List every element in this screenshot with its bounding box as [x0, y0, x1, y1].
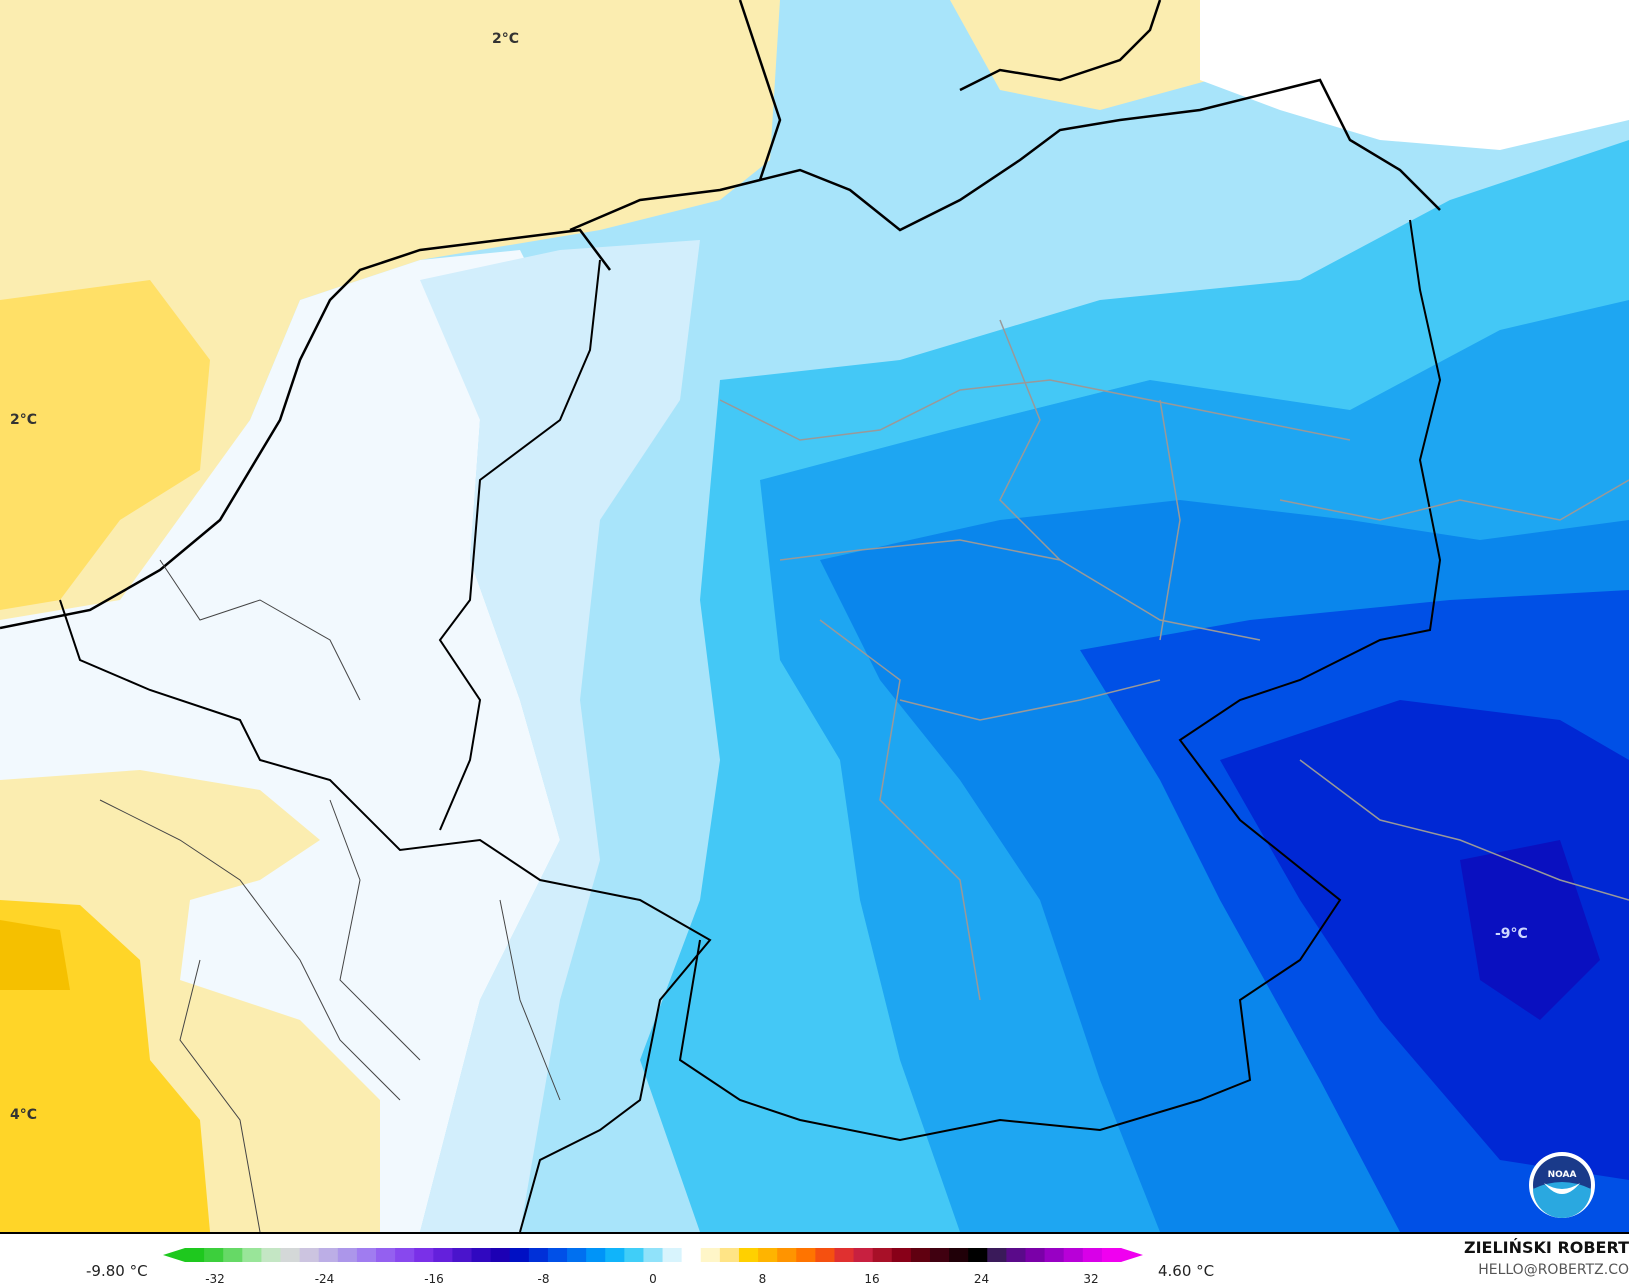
country-border	[59, 219, 1442, 1232]
colorbar-segment	[605, 1248, 625, 1262]
colorbar-segment	[929, 1248, 950, 1262]
colorbar-segment	[242, 1248, 262, 1262]
colorbar-segment	[700, 1248, 721, 1262]
colorbar-segment	[567, 1248, 587, 1262]
colorbar-segment	[337, 1248, 358, 1262]
colorbar-tick: -32	[205, 1272, 225, 1286]
colorbar-tick: 8	[758, 1272, 767, 1286]
coldest-zone	[1220, 700, 1629, 1180]
colorbar-segment	[777, 1248, 797, 1262]
colorbar-segment	[662, 1248, 683, 1262]
colorbar-segment	[547, 1248, 568, 1262]
max-value: 4.60 °C	[1158, 1262, 1215, 1280]
colorbar-segment	[758, 1248, 778, 1262]
colorbar-segment	[299, 1248, 320, 1262]
colorbar-segment	[949, 1248, 969, 1262]
label-southwest: 4°C	[10, 1107, 37, 1123]
colorbar-segment	[815, 1248, 835, 1262]
colorbar-tick: 24	[973, 1272, 990, 1286]
colorbar-segment	[204, 1248, 224, 1262]
noaa-logo-text: NOAA	[1548, 1170, 1577, 1180]
label-north-sea: 2°C	[492, 31, 519, 47]
label-southeast: -9°C	[1495, 926, 1528, 942]
cool-zone-center	[420, 240, 700, 1232]
colorbar-segment	[968, 1248, 988, 1262]
colorbar-segment	[471, 1248, 492, 1262]
colorbar-segment	[280, 1248, 301, 1262]
colorbar-segment	[452, 1248, 473, 1262]
label-west-coast: 2°C	[10, 412, 37, 428]
colorbar-segment	[318, 1248, 339, 1262]
colorbar-tick: -8	[537, 1272, 550, 1286]
colorbar-segment	[796, 1248, 816, 1262]
colorbar-segment	[376, 1248, 396, 1262]
region-borders	[719, 319, 1629, 1001]
colorbar-segment	[834, 1248, 855, 1262]
warm-core-southwest-2	[0, 920, 70, 990]
colorbar-segment	[490, 1248, 511, 1262]
colorbar-segment	[624, 1248, 644, 1262]
colorbar-segment	[356, 1248, 377, 1262]
colorbar-tick: -16	[424, 1272, 444, 1286]
author-credit: ZIELIŃSKI ROBERT	[1463, 1238, 1629, 1257]
colorbar-segment	[528, 1248, 549, 1262]
colorbar-segment	[395, 1248, 415, 1262]
color-legend: -9.80 °C 4.60 °C -32 -24 -16 -8 0 8 16 24 32 ZIE…	[0, 1234, 1629, 1287]
colorbar-segment	[891, 1248, 912, 1262]
admin-borders-west	[99, 559, 561, 1232]
colorbar-segment	[1082, 1248, 1103, 1262]
colorbar-segment	[509, 1248, 530, 1262]
colorbar-segment	[433, 1248, 453, 1262]
colorbar-segment	[910, 1248, 931, 1262]
colorbar	[163, 1248, 1143, 1262]
colorbar-segment	[1101, 1248, 1122, 1262]
warm-core-west	[0, 280, 210, 610]
colorbar-tick: -24	[314, 1272, 335, 1286]
colorbar-segment	[1006, 1248, 1026, 1262]
temperature-map: 2°C 2°C 4°C -9°C NOAA	[0, 0, 1629, 1234]
colorbar-tick: 0	[649, 1272, 657, 1286]
colorbar-segment	[586, 1248, 606, 1262]
colorbar-segment	[1044, 1248, 1065, 1262]
min-value: -9.80 °C	[86, 1262, 148, 1280]
noaa-logo: NOAA	[1529, 1152, 1595, 1218]
colorbar-segment	[223, 1248, 243, 1262]
colorbar-segment	[681, 1248, 702, 1262]
colorbar-min-arrow	[163, 1248, 185, 1262]
colorbar-segment	[872, 1248, 893, 1262]
coldest-core	[1460, 840, 1600, 1020]
colorbar-tick: 32	[1083, 1272, 1099, 1286]
colorbar-segment	[414, 1248, 434, 1262]
cold-zone-north-east	[1200, 0, 1629, 150]
coastline	[0, 0, 1441, 630]
colorbar-segment	[643, 1248, 664, 1262]
colorbar-segment	[719, 1248, 740, 1262]
colorbar-segment	[987, 1248, 1007, 1262]
author-email: HELLO@ROBERTZ.CO	[1478, 1262, 1629, 1278]
colorbar-segment	[1063, 1248, 1084, 1262]
colorbar-max-arrow	[1121, 1248, 1143, 1262]
colorbar-segment	[261, 1248, 282, 1262]
colorbar-segment	[738, 1248, 759, 1262]
colorbar-segment	[185, 1248, 205, 1262]
colorbar-segment	[853, 1248, 874, 1262]
colorbar-tick: 16	[864, 1272, 880, 1286]
warm-zone-baltic	[950, 0, 1210, 110]
colorbar-segment	[1025, 1248, 1046, 1262]
